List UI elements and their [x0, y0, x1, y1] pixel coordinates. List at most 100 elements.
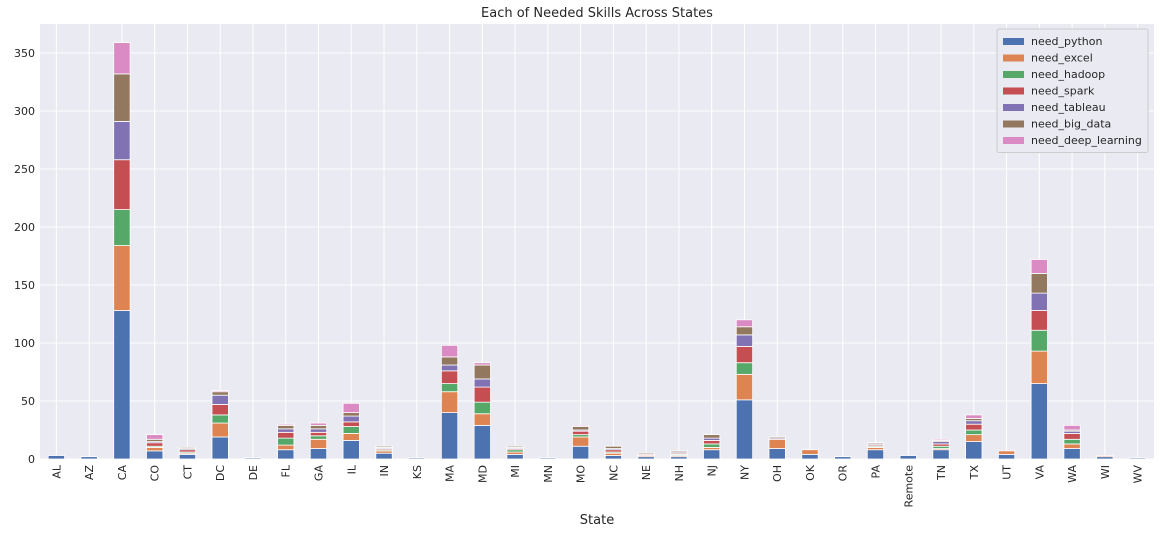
bar-segment-need-python: [965, 441, 983, 460]
x-tick-label: NE: [640, 465, 653, 480]
x-tick-label: NY: [738, 465, 751, 480]
bar-segment-need-deep-learning: [965, 414, 983, 419]
bar-segment-need-spark: [572, 430, 590, 436]
x-tick-label: Remote: [902, 465, 915, 508]
bar-segment-need-big-data: [735, 326, 754, 336]
bar-segment-need-python: [703, 449, 721, 460]
bar-segment-need-spark: [309, 431, 328, 437]
bar-segment-need-deep-learning: [211, 390, 229, 393]
x-tick-labels: AL AZ CA CO CT DC DE FL GA IL IN KS MA MD MI MN MO NC NE NH…: [50, 464, 1144, 507]
bar-segment-need-spark: [440, 370, 459, 384]
bar-segment-need-python: [735, 399, 754, 460]
x-tick-label: KS: [411, 465, 424, 479]
bar-segment-need-python: [1030, 383, 1048, 460]
legend-label: need_spark: [1031, 85, 1095, 98]
bar-segment-need-spark: [146, 442, 164, 447]
bar-segment-need-big-data: [604, 445, 622, 449]
bar-segment-need-deep-learning: [1030, 259, 1048, 274]
bar-segment-need-excel: [572, 436, 590, 447]
bar-segment-need-deep-learning: [440, 344, 459, 358]
legend-swatch: [1003, 87, 1024, 95]
bar-segment-need-python: [604, 455, 622, 460]
bar-segment-need-spark: [965, 423, 983, 431]
x-tick-label: CO: [149, 465, 162, 482]
x-tick-label: AL: [50, 464, 63, 479]
legend: need_python need_excel need_hadoop need_spa…: [996, 28, 1149, 153]
bar-segment-need-tableau: [473, 378, 491, 388]
bar-segment-need-excel: [440, 391, 459, 414]
x-tick-label: IN: [378, 465, 391, 476]
bar-segment-need-tableau: [1030, 292, 1048, 311]
legend-label: need_tableau: [1031, 101, 1106, 114]
bar-segment-need-big-data: [440, 356, 459, 366]
bar-segment-need-spark: [211, 404, 229, 416]
x-tick-label: MN: [542, 465, 555, 483]
bar-segment-need-excel: [1030, 350, 1048, 384]
bar-segment-need-big-data: [375, 445, 393, 448]
bar-segment-need-python: [768, 448, 786, 460]
x-tick-label: MI: [509, 465, 522, 478]
bar-segment-need-python: [801, 453, 819, 460]
x-tick-label: NJ: [706, 465, 719, 476]
bar-segment-need-excel: [965, 434, 983, 443]
bar-segment-need-hadoop: [211, 414, 229, 424]
y-tick-label: 350: [14, 47, 35, 60]
bar-segment-need-hadoop: [277, 437, 295, 446]
bar-segment-need-deep-learning: [277, 423, 295, 426]
x-tick-label: PA: [870, 465, 883, 479]
bar-segment-need-big-data: [506, 445, 524, 448]
bar-segment-need-big-data: [178, 446, 197, 449]
bar-segment-need-spark: [1030, 310, 1048, 331]
bar-segment-need-python: [834, 456, 852, 460]
legend-label: need_excel: [1031, 52, 1093, 65]
legend-swatch: [1003, 104, 1024, 111]
bar-segment-need-python: [342, 440, 360, 460]
bar-segment-need-deep-learning: [932, 438, 950, 441]
bar-segment-need-deep-learning: [572, 424, 590, 427]
bar-segment-need-big-data: [342, 412, 360, 417]
bar-segment-need-hadoop: [440, 383, 459, 393]
bar-segment-need-deep-learning: [309, 422, 328, 426]
bar-segment-need-tableau: [277, 428, 295, 433]
bar-segment-need-spark: [703, 440, 721, 445]
bar-segment-need-python: [178, 453, 197, 460]
x-tick-label: DC: [214, 465, 227, 481]
bar-segment-need-python: [309, 448, 328, 460]
bar-segment-need-hadoop: [1063, 438, 1081, 445]
bar-segment-need-excel: [309, 438, 328, 449]
x-tick-label: TX: [968, 465, 981, 481]
x-tick-label: NH: [673, 465, 686, 482]
bar-segment-need-tableau: [735, 334, 754, 347]
x-axis-label: State: [580, 513, 614, 528]
bar-segment-need-excel: [211, 422, 229, 438]
bar-segment-need-python: [277, 449, 295, 460]
bar-segment-need-python: [997, 453, 1016, 460]
bar-segment-need-big-data: [211, 391, 229, 396]
bar-segment-need-hadoop: [473, 401, 491, 415]
bar-segment-need-excel: [1063, 443, 1081, 449]
bar-segment-need-python: [47, 455, 65, 460]
bar-segment-need-hadoop: [735, 362, 754, 375]
bar-segment-need-big-data: [670, 450, 688, 453]
bars-group: [47, 42, 1147, 460]
x-tick-label: IL: [345, 464, 358, 474]
bar-segment-need-python: [473, 424, 491, 460]
legend-swatch: [1003, 120, 1024, 128]
bar-segment-need-big-data: [473, 364, 491, 380]
y-tick-label: 150: [14, 279, 35, 292]
bar-segment-need-deep-learning: [342, 402, 360, 414]
x-tick-label: OH: [771, 465, 784, 482]
bar-segment-need-spark: [473, 386, 491, 403]
bar-segment-need-excel: [801, 449, 819, 455]
bar-segment-need-excel: [146, 446, 164, 452]
x-tick-label: MA: [444, 465, 457, 482]
bar-segment-need-spark: [113, 159, 131, 211]
bar-segment-need-big-data: [309, 424, 328, 430]
bar-segment-need-hadoop: [965, 429, 983, 436]
legend-label: need_hadoop: [1031, 68, 1105, 81]
bar-segment-need-hadoop: [342, 426, 360, 434]
bar-segment-need-big-data: [866, 442, 885, 445]
y-tick-label: 100: [14, 337, 35, 350]
x-tick-label: MD: [476, 465, 489, 483]
